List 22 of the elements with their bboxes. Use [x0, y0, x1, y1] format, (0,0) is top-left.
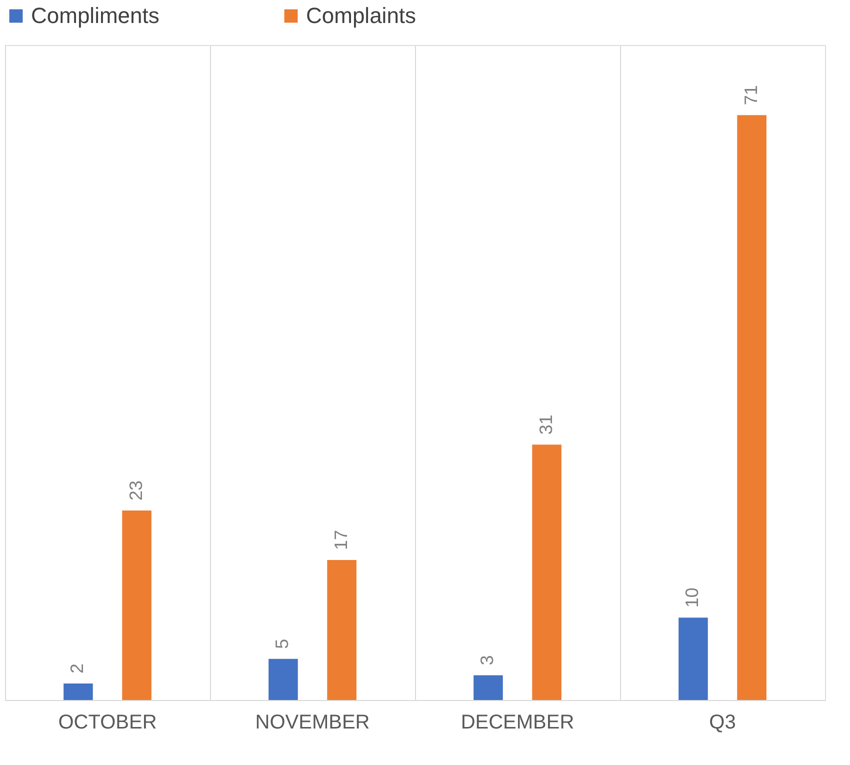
data-label: 5 [272, 638, 292, 649]
bar [532, 444, 562, 700]
data-label: 17 [330, 530, 351, 550]
x-tick-label: NOVEMBER [255, 712, 370, 734]
data-label: 10 [682, 588, 702, 608]
data-label: 31 [536, 414, 556, 435]
x-tick-label: Q3 [709, 712, 736, 734]
data-label: 3 [477, 655, 498, 666]
data-label: 23 [126, 480, 146, 501]
legend-label: Compliments [31, 3, 160, 28]
bar [678, 618, 708, 700]
bar [122, 510, 152, 700]
bar [474, 675, 503, 700]
x-tick-label: DECEMBER [460, 712, 574, 734]
bar [737, 115, 766, 700]
bar [268, 658, 298, 700]
data-label: 71 [740, 85, 761, 106]
legend-label: Complaints [306, 3, 416, 28]
data-label: 2 [67, 664, 88, 674]
bar [64, 684, 93, 700]
x-tick-label: OCTOBER [58, 712, 157, 734]
bar [327, 560, 356, 700]
